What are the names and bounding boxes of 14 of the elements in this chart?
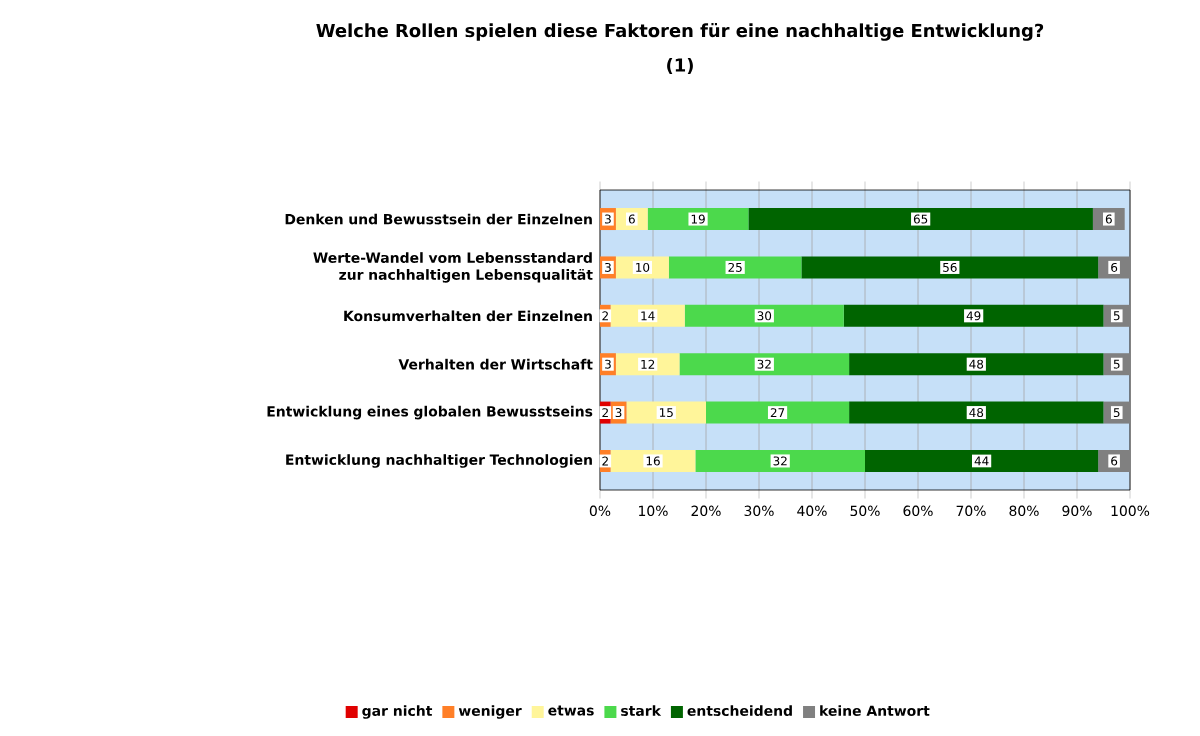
bar: [849, 401, 1104, 424]
bar: [668, 256, 802, 279]
bar: [695, 449, 865, 472]
bar: [843, 304, 1104, 327]
chart-title: Welche Rollen spielen diese Faktoren für eine nachhaltige Entwicklung?: [316, 23, 1044, 41]
bar: [647, 208, 749, 231]
bar: [748, 208, 1093, 231]
bar: [684, 304, 844, 327]
bar: [849, 353, 1104, 376]
bar: [801, 256, 1099, 279]
chart-subtitle: (1): [667, 57, 693, 74]
bar: [679, 353, 850, 376]
bar: [706, 401, 850, 424]
bar: [865, 449, 1099, 472]
